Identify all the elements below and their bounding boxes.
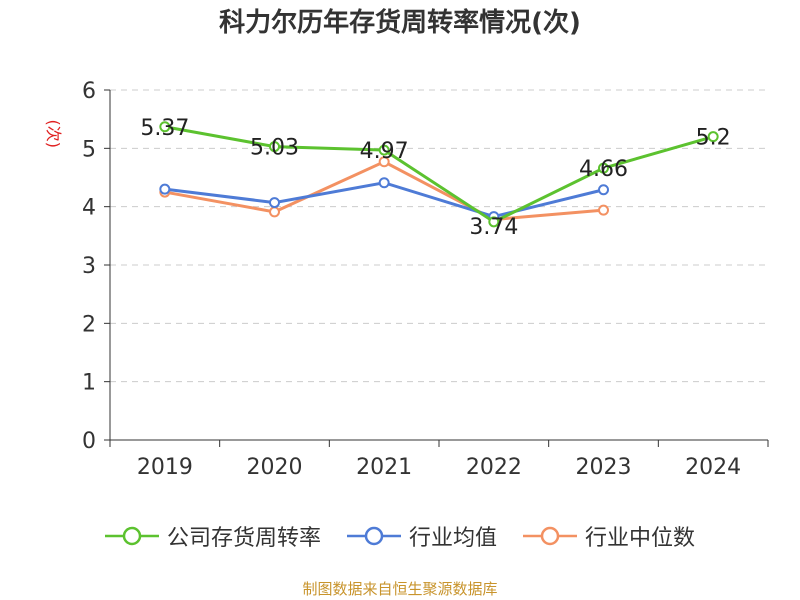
data-label: 3.74 (469, 215, 518, 240)
x-tick-label: 2023 (576, 455, 632, 480)
legend-swatch (346, 526, 401, 546)
x-tick-label: 2021 (356, 455, 412, 480)
data-point (159, 183, 171, 195)
data-point (707, 131, 719, 143)
data-label: 4.66 (579, 157, 628, 182)
chart-title: 科力尔历年存货周转率情况(次) (219, 8, 581, 38)
data-label: 5.37 (140, 116, 189, 141)
legend: 公司存货周转率 行业均值 行业中位数 (0, 520, 800, 552)
y-tick-label: 1 (82, 371, 96, 396)
x-tick-label: 2022 (466, 455, 522, 480)
data-label: 5.03 (250, 136, 299, 161)
y-tick-label: 4 (82, 196, 96, 221)
legend-swatch (104, 526, 159, 546)
data-label: 4.97 (360, 139, 409, 164)
series-line (164, 125, 714, 224)
y-axis-label: (次) (44, 120, 63, 149)
legend-item[interactable]: 行业均值 (346, 520, 497, 552)
legend-label: 行业均值 (408, 526, 497, 551)
x-tick-label: 2020 (247, 455, 303, 480)
legend-label: 公司存货周转率 (166, 526, 321, 551)
legend-label: 行业中位数 (585, 526, 696, 551)
data-point (598, 204, 609, 216)
data-point (488, 216, 500, 228)
y-tick-label: 3 (82, 254, 96, 279)
y-tick-label: 6 (82, 79, 96, 104)
y-tick-label: 5 (82, 137, 96, 162)
data-point (159, 121, 171, 133)
y-tick-label: 0 (82, 429, 96, 454)
y-tick-label: 2 (82, 312, 96, 337)
data-point (378, 177, 390, 189)
data-point (269, 197, 280, 209)
x-tick-label: 2024 (685, 455, 741, 480)
data-label: 5.2 (696, 126, 731, 151)
data-point (598, 184, 609, 196)
data-point (269, 206, 280, 218)
data-point (598, 162, 609, 174)
data-point (269, 141, 280, 153)
data-point (378, 156, 390, 168)
source-note: 制图数据来自恒生聚源数据库 (302, 580, 498, 598)
legend-swatch (523, 526, 577, 546)
legend-item[interactable]: 行业中位数 (523, 520, 695, 552)
x-tick-label: 2019 (137, 455, 193, 480)
data-point (378, 144, 390, 156)
legend-item[interactable]: 公司存货周转率 (104, 520, 321, 552)
series-line (164, 160, 604, 222)
